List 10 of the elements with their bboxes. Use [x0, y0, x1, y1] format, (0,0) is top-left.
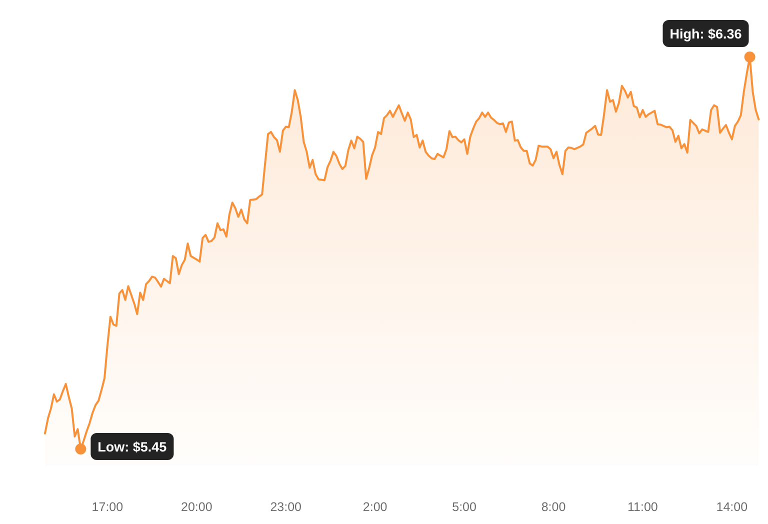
x-tick-label: 5:00	[452, 500, 477, 514]
x-tick-label: 23:00	[270, 500, 302, 514]
x-tick-label: 2:00	[362, 500, 388, 514]
x-tick-label: 14:00	[716, 500, 748, 514]
x-tick-label: 17:00	[92, 500, 124, 514]
x-tick-label: 8:00	[541, 500, 566, 514]
x-tick-label: 20:00	[181, 500, 212, 514]
x-tick-label: 11:00	[628, 500, 658, 514]
data-label: High: $6.36	[670, 26, 742, 41]
data-label: Low: $5.45	[98, 439, 168, 454]
